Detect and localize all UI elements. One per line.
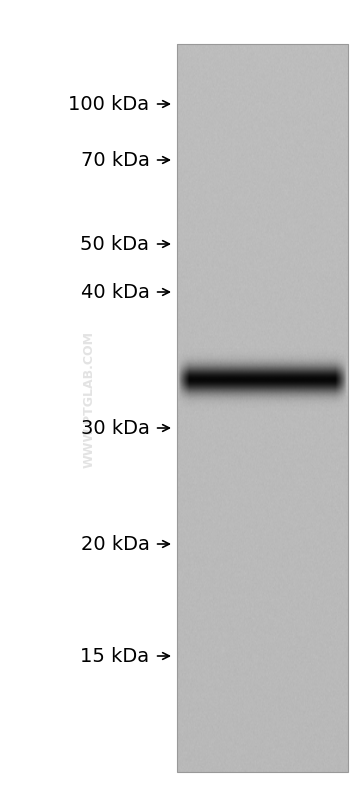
Text: 50 kDa: 50 kDa [80, 234, 149, 254]
Text: 100 kDa: 100 kDa [68, 94, 149, 114]
Bar [177, 44, 348, 772]
Text: 40 kDa: 40 kDa [80, 282, 149, 302]
Text: 20 kDa: 20 kDa [80, 534, 149, 554]
Text: 70 kDa: 70 kDa [80, 150, 149, 170]
Text: 30 kDa: 30 kDa [80, 418, 149, 438]
Text: WWW.PTGLAB.COM: WWW.PTGLAB.COM [83, 331, 96, 469]
Text: 15 kDa: 15 kDa [80, 646, 149, 666]
